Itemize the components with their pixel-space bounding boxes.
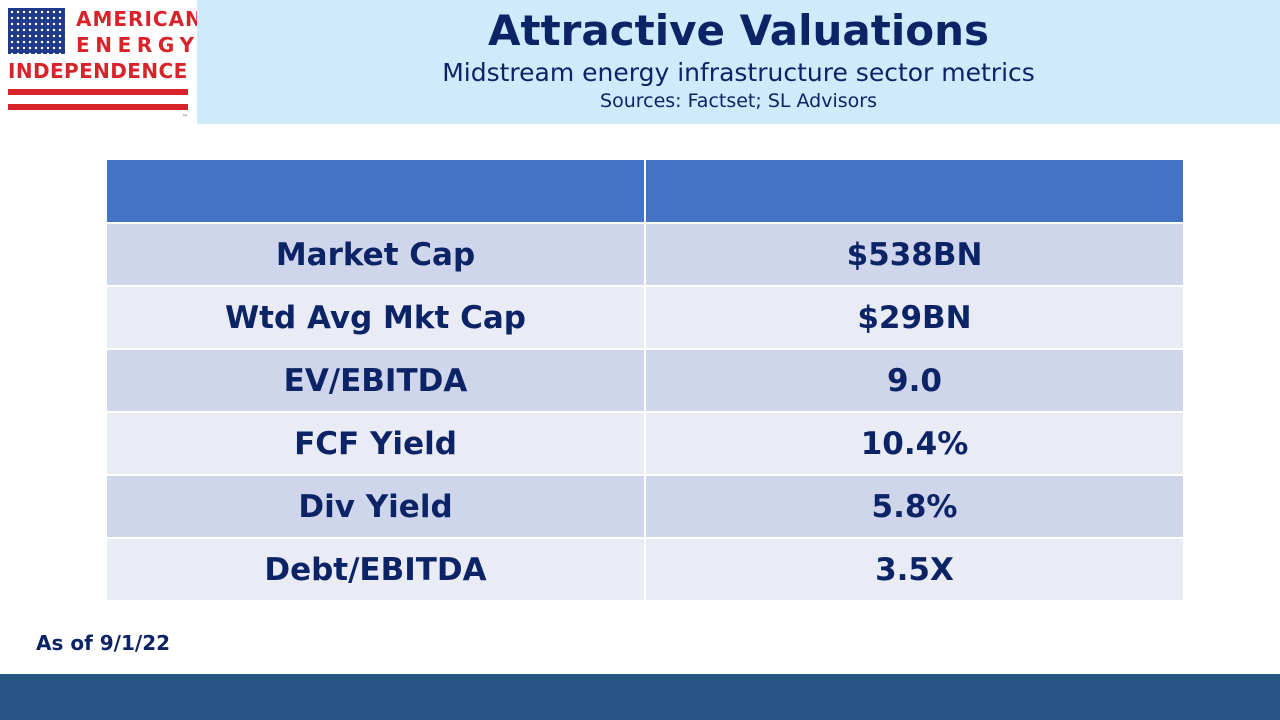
header-banner: Attractive Valuations Midstream energy i… — [197, 0, 1280, 124]
logo-line-2: ENERGY — [76, 33, 200, 57]
metric-label: Market Cap — [105, 222, 646, 287]
table-row: Market Cap $538BN — [105, 222, 1185, 287]
metrics-table: Market Cap $538BN Wtd Avg Mkt Cap $29BN … — [105, 158, 1185, 602]
metric-value: 9.0 — [644, 348, 1185, 413]
sources-note: Sources: Factset; SL Advisors — [600, 90, 877, 112]
table-row: Div Yield 5.8% — [105, 474, 1185, 539]
metric-value: 10.4% — [644, 411, 1185, 476]
metric-label: Debt/EBITDA — [105, 537, 646, 602]
flag-icon — [8, 8, 65, 54]
table-row: Wtd Avg Mkt Cap $29BN — [105, 285, 1185, 350]
trademark-mark: ™ — [182, 114, 188, 121]
logo-line-3: INDEPENDENCE — [8, 59, 188, 83]
table-row: Debt/EBITDA 3.5X — [105, 537, 1185, 602]
metric-label: Wtd Avg Mkt Cap — [105, 285, 646, 350]
metric-label: Div Yield — [105, 474, 646, 539]
table-header-row — [105, 158, 1185, 224]
as-of-date: As of 9/1/22 — [36, 631, 171, 655]
page-subtitle: Midstream energy infrastructure sector m… — [442, 58, 1035, 87]
page-title: Attractive Valuations — [488, 6, 989, 55]
metric-value: $29BN — [644, 285, 1185, 350]
metric-value: 3.5X — [644, 537, 1185, 602]
table-header-cell — [105, 158, 646, 224]
metric-label: FCF Yield — [105, 411, 646, 476]
metric-value: $538BN — [644, 222, 1185, 287]
table-row: EV/EBITDA 9.0 — [105, 348, 1185, 413]
metric-value: 5.8% — [644, 474, 1185, 539]
logo-stripe — [8, 89, 188, 95]
logo-stripe — [8, 104, 188, 110]
footer-bar — [0, 674, 1280, 720]
metric-label: EV/EBITDA — [105, 348, 646, 413]
logo-line-1: AMERICAN — [76, 7, 203, 31]
table-header-cell — [644, 158, 1185, 224]
logo: AMERICAN ENERGY INDEPENDENCE ™ — [0, 0, 202, 124]
table-row: FCF Yield 10.4% — [105, 411, 1185, 476]
